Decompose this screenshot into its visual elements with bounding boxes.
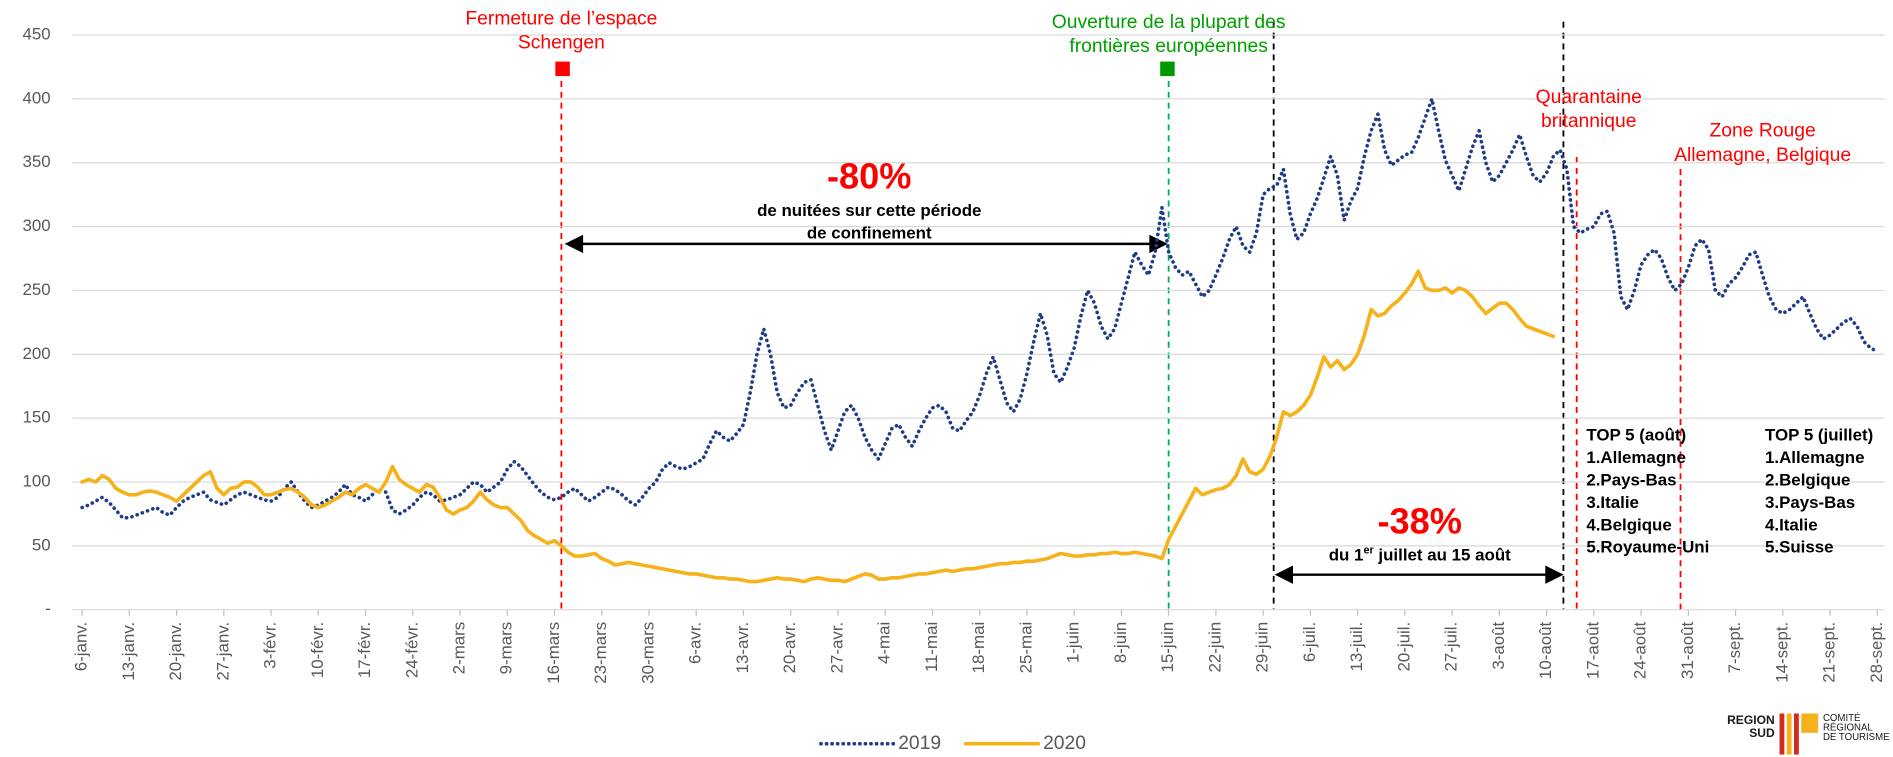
logo-text: REGION (1727, 713, 1775, 727)
event-square (555, 61, 570, 77)
logo-mark (1779, 713, 1819, 755)
list-item: 2.Belgique (1765, 471, 1850, 490)
annotation: Quarantaine (1536, 87, 1642, 108)
x-tick-label: 24-août (1631, 621, 1650, 679)
x-tick-label: 29-juin (1253, 622, 1272, 673)
y-tick-label: 300 (23, 216, 51, 235)
x-tick-label: 24-févr. (402, 622, 421, 678)
x-tick-label: 20-juil. (1394, 622, 1413, 672)
callout-text: du 1er juillet au 15 août (1329, 544, 1511, 565)
x-tick-label: 21-sept. (1820, 622, 1839, 683)
list-title: TOP 5 (juillet) (1765, 425, 1873, 444)
annotation: britannique (1541, 111, 1637, 132)
logo-text: SUD (1749, 726, 1775, 740)
y-tick-label: - (45, 599, 51, 618)
y-tick-label: 200 (23, 344, 51, 363)
list-item: 1.Allemagne (1765, 448, 1865, 467)
arrow (1274, 565, 1564, 584)
annotation: Ouverture de la plupart des (1052, 12, 1286, 33)
x-tick-label: 9-mars (497, 622, 516, 675)
legend-label: 2020 (1043, 733, 1086, 754)
list-item: 5.Royaume-Uni (1586, 538, 1709, 557)
list-item: 1.Allemagne (1586, 448, 1686, 467)
x-tick-label: 1-juin (1064, 622, 1083, 663)
list-item: 2.Pays-Bas (1586, 471, 1676, 490)
callout-part: er (1363, 544, 1374, 556)
y-tick-label: 150 (23, 408, 51, 427)
x-tick-label: 30-mars (638, 622, 657, 684)
x-tick-label: 27-juil. (1442, 622, 1461, 672)
x-tick-label: 6-janv. (72, 622, 91, 671)
x-tick-label: 13-janv. (119, 622, 138, 681)
x-tick-label: 17-févr. (355, 622, 374, 678)
x-tick-label: 3-févr. (261, 622, 280, 669)
x-tick-label: 31-août (1678, 621, 1697, 679)
callout-part: du 1 (1329, 546, 1364, 565)
annotation: Allemagne, Belgique (1674, 145, 1851, 166)
annotation: Schengen (518, 33, 605, 54)
x-tick-label: 10-août (1536, 621, 1555, 679)
logo-text: COMITÉ (1823, 713, 1861, 724)
legend-label: 2019 (898, 733, 941, 754)
y-tick-label: 250 (23, 280, 51, 299)
x-tick-label: 23-mars (591, 622, 610, 684)
event-square (1160, 61, 1175, 77)
x-tick-label: 10-févr. (308, 622, 327, 678)
callout-part: juillet au 15 août (1374, 546, 1511, 565)
list-title: TOP 5 (août) (1586, 425, 1686, 444)
x-tick-label: 20-janv. (166, 622, 185, 681)
x-tick-label: 27-janv. (213, 622, 232, 681)
list-item: 3.Pays-Bas (1765, 493, 1855, 512)
x-tick-label: 28-sept. (1867, 622, 1886, 683)
x-tick-label: 7-sept. (1725, 622, 1744, 674)
callout-text: de nuitées sur cette période (757, 201, 981, 220)
y-tick-label: 350 (23, 152, 51, 171)
x-tick-label: 22-juin (1205, 622, 1224, 673)
list-item: 3.Italie (1586, 493, 1639, 512)
y-tick-label: 50 (32, 535, 51, 554)
x-tick-label: 15-juin (1158, 622, 1177, 673)
y-tick-label: 400 (23, 88, 51, 107)
x-tick-label: 27-avr. (827, 622, 846, 674)
y-tick-label: 450 (23, 25, 51, 44)
callout-text: de confinement (807, 224, 932, 243)
series-line (80, 269, 1556, 584)
x-tick-label: 16-mars (544, 622, 563, 684)
logo-text: RÉGIONAL (1823, 723, 1873, 734)
x-tick-label: 6-avr. (686, 622, 705, 664)
callout-headline: -38% (1377, 501, 1462, 542)
logo-text: DE TOURISME (1823, 732, 1890, 743)
x-tick-label: 25-mai (1016, 622, 1035, 674)
annotation: Zone Rouge (1710, 121, 1816, 142)
x-tick-label: 6-juil. (1300, 622, 1319, 662)
list-item: 5.Suisse (1765, 538, 1834, 557)
x-tick-label: 18-mai (969, 622, 988, 674)
y-tick-label: 100 (23, 471, 51, 490)
x-tick-label: 3-août (1489, 621, 1508, 669)
x-tick-label: 13-juil. (1347, 622, 1366, 672)
x-tick-label: 8-juin (1111, 622, 1130, 663)
annotation: frontières européennes (1069, 36, 1267, 57)
x-tick-label: 14-sept. (1772, 622, 1791, 683)
list-item: 4.Belgique (1586, 515, 1671, 534)
x-tick-label: 11-mai (922, 622, 941, 672)
x-tick-label: 2-mars (450, 622, 469, 675)
x-tick-label: 13-avr. (733, 622, 752, 674)
list-item: 4.Italie (1765, 515, 1818, 534)
x-tick-label: 20-avr. (780, 622, 799, 674)
x-tick-label: 4-mai (875, 622, 894, 664)
callout-headline: -80% (827, 155, 912, 196)
x-tick-label: 17-août (1583, 621, 1602, 679)
annotation: Fermeture de l’espace (465, 8, 657, 29)
